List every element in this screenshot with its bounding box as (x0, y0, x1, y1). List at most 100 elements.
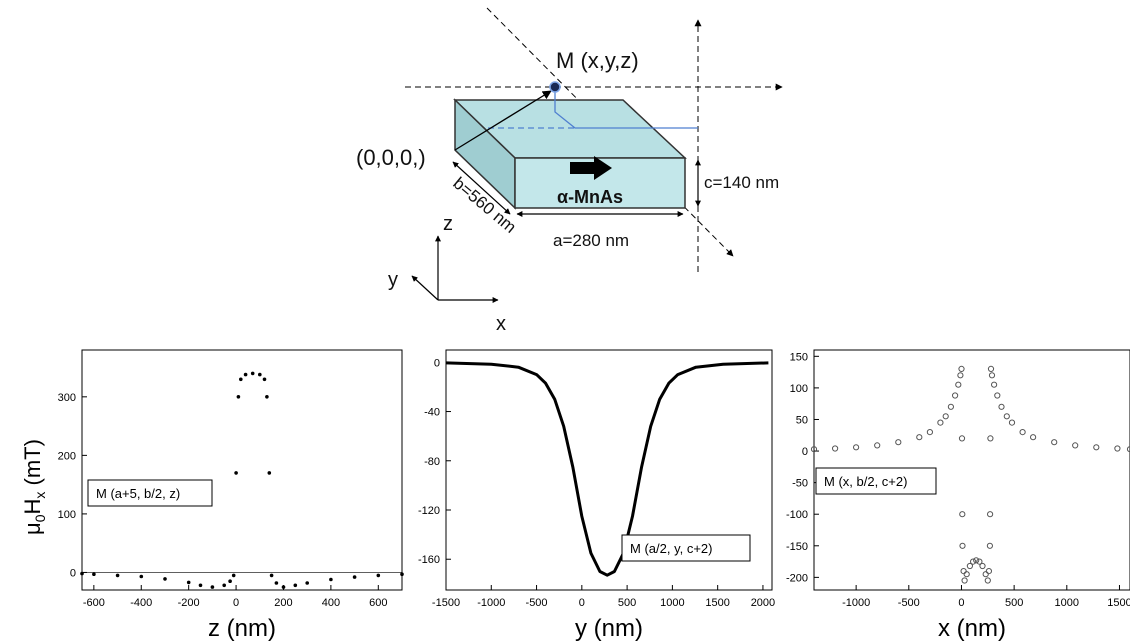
y-tick-label: 200 (58, 450, 76, 462)
data-point (960, 568, 967, 575)
data-point (1003, 413, 1010, 420)
ylabel-unit: (mT) (20, 439, 45, 492)
plot-frame (445, 349, 773, 591)
data-point (985, 568, 993, 575)
data-point (987, 365, 995, 372)
data-point (988, 372, 996, 379)
data-point (942, 413, 949, 420)
plot-frame (813, 349, 1130, 591)
data-point (926, 429, 934, 436)
data-point (986, 542, 994, 549)
x-tick-label: 0 (233, 597, 239, 609)
x-tick-label: -1000 (477, 597, 505, 609)
axis-y-arrow (411, 275, 439, 301)
data-point (265, 395, 269, 399)
annotation-box (621, 534, 751, 562)
point-m-label: M (x,y,z) (556, 48, 639, 73)
y-tick-label: -80 (424, 456, 440, 468)
data-point (228, 579, 232, 583)
y-tick-label: 0 (434, 357, 440, 369)
annotation-text: M (a/2, y, c+2) (630, 541, 712, 556)
data-point (976, 558, 983, 565)
y-tick-label: -40 (424, 407, 440, 419)
data-point (267, 471, 272, 475)
data-point (963, 571, 970, 578)
axis-z-label: z (443, 213, 453, 235)
data-point (959, 542, 966, 549)
data-point (984, 577, 991, 584)
x-axis-label: x (nm) (938, 615, 1006, 642)
data-point (139, 574, 144, 579)
data-point (1030, 434, 1037, 441)
data-point (1072, 442, 1079, 449)
axis-x-label: x (496, 313, 506, 335)
data-point (961, 577, 968, 584)
x-tick-label: 1500 (1107, 597, 1130, 609)
annotation-text: M (a+5, b/2, z) (96, 486, 180, 501)
data-point (987, 435, 994, 442)
data-point (80, 571, 84, 576)
data-point (198, 583, 203, 588)
data-point (952, 392, 959, 399)
data-point (1008, 419, 1016, 426)
data-point (958, 435, 966, 442)
data-point (243, 372, 248, 377)
data-point (281, 585, 286, 589)
x-tick-label: 1500 (705, 597, 729, 609)
x-tick-label: 500 (618, 597, 636, 609)
data-point (895, 439, 902, 446)
position-vector (454, 90, 552, 151)
data-point (966, 562, 974, 570)
data-point (186, 580, 191, 585)
data-point (853, 444, 860, 451)
x-tick-label: 400 (322, 597, 340, 609)
data-point (329, 577, 333, 582)
data-point (810, 446, 818, 453)
data-point (1126, 446, 1130, 453)
data-point (982, 571, 989, 578)
x-tick-label: -1000 (842, 597, 870, 609)
origin-label: (0,0,0,) (356, 145, 426, 170)
y-tick-label: 300 (58, 392, 76, 404)
data-point (958, 365, 965, 372)
dim-b-arrow (452, 161, 511, 215)
data-point (1093, 444, 1100, 451)
data-point (937, 419, 944, 426)
data-point (998, 403, 1005, 410)
data-point (874, 442, 881, 449)
data-point (955, 381, 962, 388)
data-point (274, 581, 279, 585)
ylabel-sub-x: x (32, 492, 48, 499)
y-tick-label: -120 (418, 505, 440, 517)
dim-c-label: c=140 nm (704, 173, 779, 192)
y-tick-label: 150 (790, 351, 808, 363)
block-front-face (514, 157, 686, 209)
y-tick-label: 0 (802, 446, 808, 458)
axis-y-label: y (388, 269, 398, 291)
y-tick-label: 50 (796, 414, 808, 426)
data-point (970, 558, 977, 565)
data-point (269, 573, 274, 578)
magnetization-arrow-icon (570, 156, 612, 180)
data-point (916, 434, 923, 441)
point-m-icon (549, 81, 561, 93)
data-point (293, 583, 298, 588)
data-point (987, 511, 994, 518)
data-point (239, 377, 243, 382)
data-point (305, 581, 310, 585)
data-point (163, 577, 167, 581)
dim-a-label: a=280 nm (553, 231, 629, 250)
data-point (1019, 429, 1026, 436)
data-point (1114, 445, 1121, 452)
ylabel-sub-0: 0 (32, 514, 48, 522)
x-tick-label: 1000 (660, 597, 684, 609)
annotation-box (815, 467, 937, 495)
data-point (352, 575, 357, 579)
data-point (959, 511, 966, 518)
x-tick-label: 1000 (1055, 597, 1079, 609)
x-tick-label: -500 (526, 597, 548, 609)
x-tick-label: 500 (1005, 597, 1023, 609)
y-tick-label: -100 (786, 509, 808, 521)
chart-hx-vs-x: -1000 -500 0 500 1000 1500150100500-50-100-15… (786, 349, 1130, 642)
annotation-box (87, 479, 213, 507)
